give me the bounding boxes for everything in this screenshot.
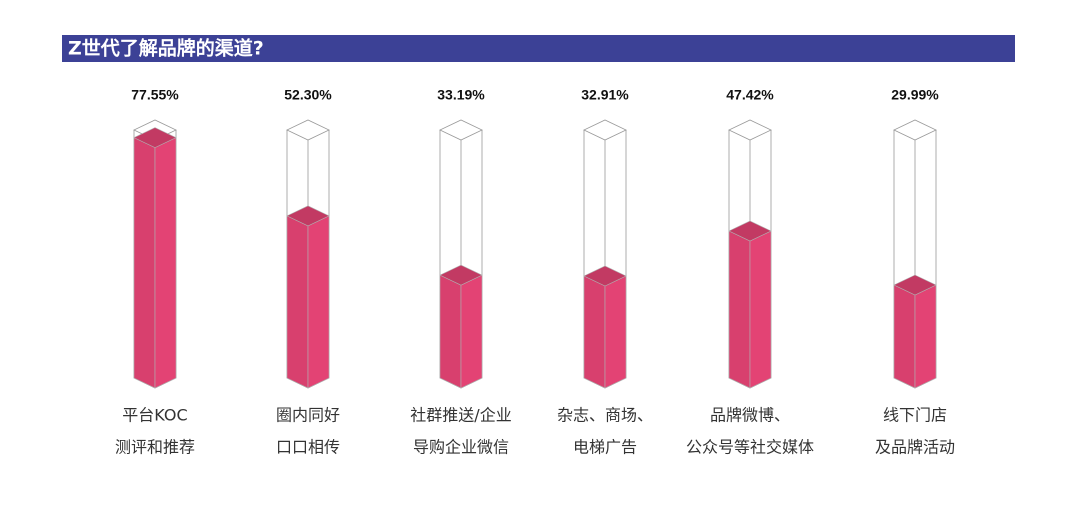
category-label: 口口相传: [276, 438, 340, 457]
category-label: 品牌微博、: [710, 406, 790, 425]
title-bar: [62, 35, 1015, 62]
chart-title: Z世代了解品牌的渠道?: [68, 37, 264, 60]
bar-top: [893, 274, 937, 296]
tube-top: [728, 119, 772, 141]
category-label: 导购企业微信: [413, 438, 509, 457]
value-label: 77.55%: [131, 87, 179, 103]
category-label: 线下门店: [883, 406, 947, 425]
bar-top: [133, 127, 177, 148]
bar-top: [286, 205, 330, 227]
tube-top: [286, 119, 330, 141]
value-label: 29.99%: [891, 87, 939, 103]
bar-right-face: [604, 275, 627, 389]
bar-left-face: [133, 137, 156, 389]
category-label: 社群推送/企业: [410, 406, 511, 425]
tube-top: [439, 119, 483, 141]
bar-right-face: [914, 284, 937, 389]
tube-top: [893, 119, 937, 141]
bar-top: [439, 264, 483, 286]
bar-right-face: [307, 215, 330, 389]
category-label: 杂志、商场、: [557, 406, 653, 425]
value-label: 32.91%: [581, 87, 629, 103]
category-label: 公众号等社交媒体: [686, 438, 814, 457]
value-label: 52.30%: [284, 87, 332, 103]
bar-left-face: [728, 230, 751, 389]
bar-left-face: [583, 275, 606, 389]
category-label: 圈内同好: [276, 406, 340, 425]
bar-top: [583, 265, 627, 287]
category-label: 电梯广告: [573, 438, 637, 457]
bar-right-face: [749, 230, 772, 389]
bar-right-face: [154, 137, 177, 389]
bar-left-face: [439, 274, 462, 389]
value-label: 33.19%: [437, 87, 485, 103]
category-label: 测评和推荐: [115, 438, 195, 457]
bar-right-face: [460, 274, 483, 389]
tube-top: [583, 119, 627, 141]
bar-top: [728, 220, 772, 242]
category-label: 及品牌活动: [875, 438, 955, 457]
category-label: 平台KOC: [122, 406, 187, 425]
bar-left-face: [893, 284, 916, 389]
bar-left-face: [286, 215, 309, 389]
value-label: 47.42%: [726, 87, 774, 103]
